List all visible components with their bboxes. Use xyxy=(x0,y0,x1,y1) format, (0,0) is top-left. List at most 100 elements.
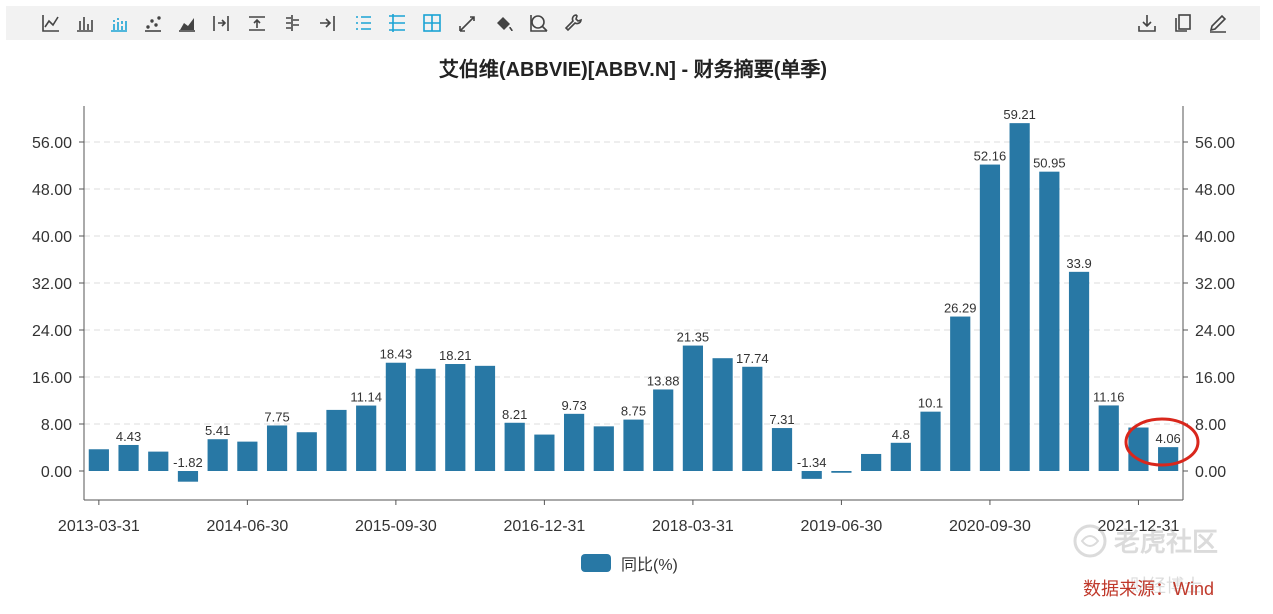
data-label: 26.29 xyxy=(944,301,977,316)
bar[interactable] xyxy=(920,411,941,471)
data-label: 7.31 xyxy=(769,412,794,427)
y-tick-label: 0.00 xyxy=(41,464,72,481)
bar[interactable] xyxy=(385,362,406,471)
y-tick-label-right: 24.00 xyxy=(1195,323,1235,340)
y-tick-label-right: 32.00 xyxy=(1195,276,1235,293)
data-label: -1.34 xyxy=(797,455,827,470)
chart-title: 艾伯维(ABBVIE)[ABBV.N] - 财务摘要(单季) xyxy=(439,57,827,81)
bar-chart-icon[interactable] xyxy=(72,6,98,40)
area-chart-icon[interactable] xyxy=(174,6,200,40)
x-tick-label: 2020-09-30 xyxy=(949,518,1031,535)
zoom-icon[interactable] xyxy=(526,6,552,40)
axis-right-icon[interactable] xyxy=(208,6,234,40)
y-tick-label: 8.00 xyxy=(41,417,72,434)
bar[interactable] xyxy=(742,366,763,471)
bar[interactable] xyxy=(653,389,674,471)
watermark-subtext: 财经博士 xyxy=(1130,576,1202,596)
chart-toolbar xyxy=(6,6,1260,40)
data-label: 9.73 xyxy=(561,398,586,413)
y-tick-label-right: 56.00 xyxy=(1195,135,1235,152)
bar[interactable] xyxy=(979,164,1001,471)
list-axis-icon[interactable] xyxy=(279,6,305,40)
highlight-circle xyxy=(1124,417,1200,467)
data-label: 21.35 xyxy=(677,330,710,345)
data-label: 18.43 xyxy=(380,347,413,362)
bar[interactable] xyxy=(296,432,317,471)
bar[interactable] xyxy=(504,422,525,471)
arrow-right-icon[interactable] xyxy=(314,6,340,40)
bar[interactable] xyxy=(1068,271,1090,471)
legend-item[interactable]: 同比(%) xyxy=(581,551,678,575)
data-label: 4.43 xyxy=(116,429,141,444)
x-tick-label: 2016-12-31 xyxy=(503,518,585,535)
bar[interactable] xyxy=(1098,405,1119,471)
line-chart-icon[interactable] xyxy=(38,6,64,40)
edit-icon[interactable] xyxy=(1205,6,1231,40)
grid-icon[interactable] xyxy=(419,6,445,40)
bar[interactable] xyxy=(1039,171,1060,471)
stacked-bar-icon[interactable] xyxy=(106,6,132,40)
bar[interactable] xyxy=(266,425,288,471)
bar[interactable] xyxy=(415,368,436,471)
bar[interactable] xyxy=(593,426,614,471)
bar[interactable] xyxy=(682,345,704,471)
bar[interactable] xyxy=(148,451,169,471)
bar[interactable] xyxy=(177,471,199,482)
data-label: 11.14 xyxy=(350,390,382,405)
bar[interactable] xyxy=(1158,447,1179,471)
data-label: 33.9 xyxy=(1066,256,1091,271)
y-tick-label: 48.00 xyxy=(32,182,72,199)
bar[interactable] xyxy=(623,419,644,471)
x-tick-label: 2015-09-30 xyxy=(355,518,437,535)
data-labels: 4.43 -1.82 5.41 7.75 11.14 18.43 18.21 8.21 9.73… xyxy=(116,107,1181,470)
bar[interactable] xyxy=(445,364,466,471)
data-label: 13.88 xyxy=(647,373,680,388)
list-active-icon[interactable] xyxy=(350,6,376,40)
bar[interactable] xyxy=(534,434,555,471)
bar[interactable] xyxy=(861,453,882,471)
bar[interactable] xyxy=(1009,123,1030,472)
bar[interactable] xyxy=(801,471,822,479)
bar[interactable] xyxy=(831,471,852,473)
data-label: 10.1 xyxy=(918,396,943,411)
bar[interactable] xyxy=(88,449,109,471)
y-tick-label: 32.00 xyxy=(32,276,72,293)
data-label: 17.74 xyxy=(736,351,769,366)
x-tick-label: 2019-06-30 xyxy=(800,518,882,535)
x-tick-label: 2013-03-31 xyxy=(58,518,140,535)
bar[interactable] xyxy=(771,428,793,471)
settings-wrench-icon[interactable] xyxy=(560,6,586,40)
bar[interactable] xyxy=(356,405,377,471)
axis-top-icon[interactable] xyxy=(244,6,270,40)
table-icon[interactable] xyxy=(384,6,410,40)
bar[interactable] xyxy=(326,409,347,471)
watermark: 老虎社区 xyxy=(1072,522,1218,559)
bar[interactable] xyxy=(474,365,496,471)
y-tick-label: 40.00 xyxy=(32,229,72,246)
bar[interactable] xyxy=(118,444,139,471)
data-label: 59.21 xyxy=(1003,107,1036,122)
y-tick-label-right: 40.00 xyxy=(1195,229,1235,246)
bar[interactable] xyxy=(890,442,911,471)
copy-icon[interactable] xyxy=(1170,6,1196,40)
data-label: 7.75 xyxy=(264,409,289,424)
y-tick-label: 16.00 xyxy=(32,370,72,387)
x-tick-label: 2018-03-31 xyxy=(652,518,734,535)
bar[interactable] xyxy=(950,316,971,471)
fill-bucket-icon[interactable] xyxy=(490,6,516,40)
bar[interactable] xyxy=(1128,427,1149,471)
tiger-logo-icon xyxy=(1073,524,1107,557)
bar[interactable] xyxy=(237,441,258,471)
y-tick-label-right: 16.00 xyxy=(1195,370,1235,387)
download-icon[interactable] xyxy=(1134,6,1160,40)
x-tick-label: 2014-06-30 xyxy=(206,518,288,535)
bar[interactable] xyxy=(563,413,585,471)
y-tick-label-right: 8.00 xyxy=(1195,417,1226,434)
trend-icon[interactable] xyxy=(454,6,480,40)
y-tick-label: 24.00 xyxy=(32,323,72,340)
y-tick-label-right: 0.00 xyxy=(1195,464,1226,481)
scatter-icon[interactable] xyxy=(140,6,166,40)
bar[interactable] xyxy=(712,358,733,471)
axes: 0.00 0.00 8.00 8.00 16.00 16.00 24.00 24.00 32.0… xyxy=(32,106,1235,535)
bar[interactable] xyxy=(207,439,228,471)
